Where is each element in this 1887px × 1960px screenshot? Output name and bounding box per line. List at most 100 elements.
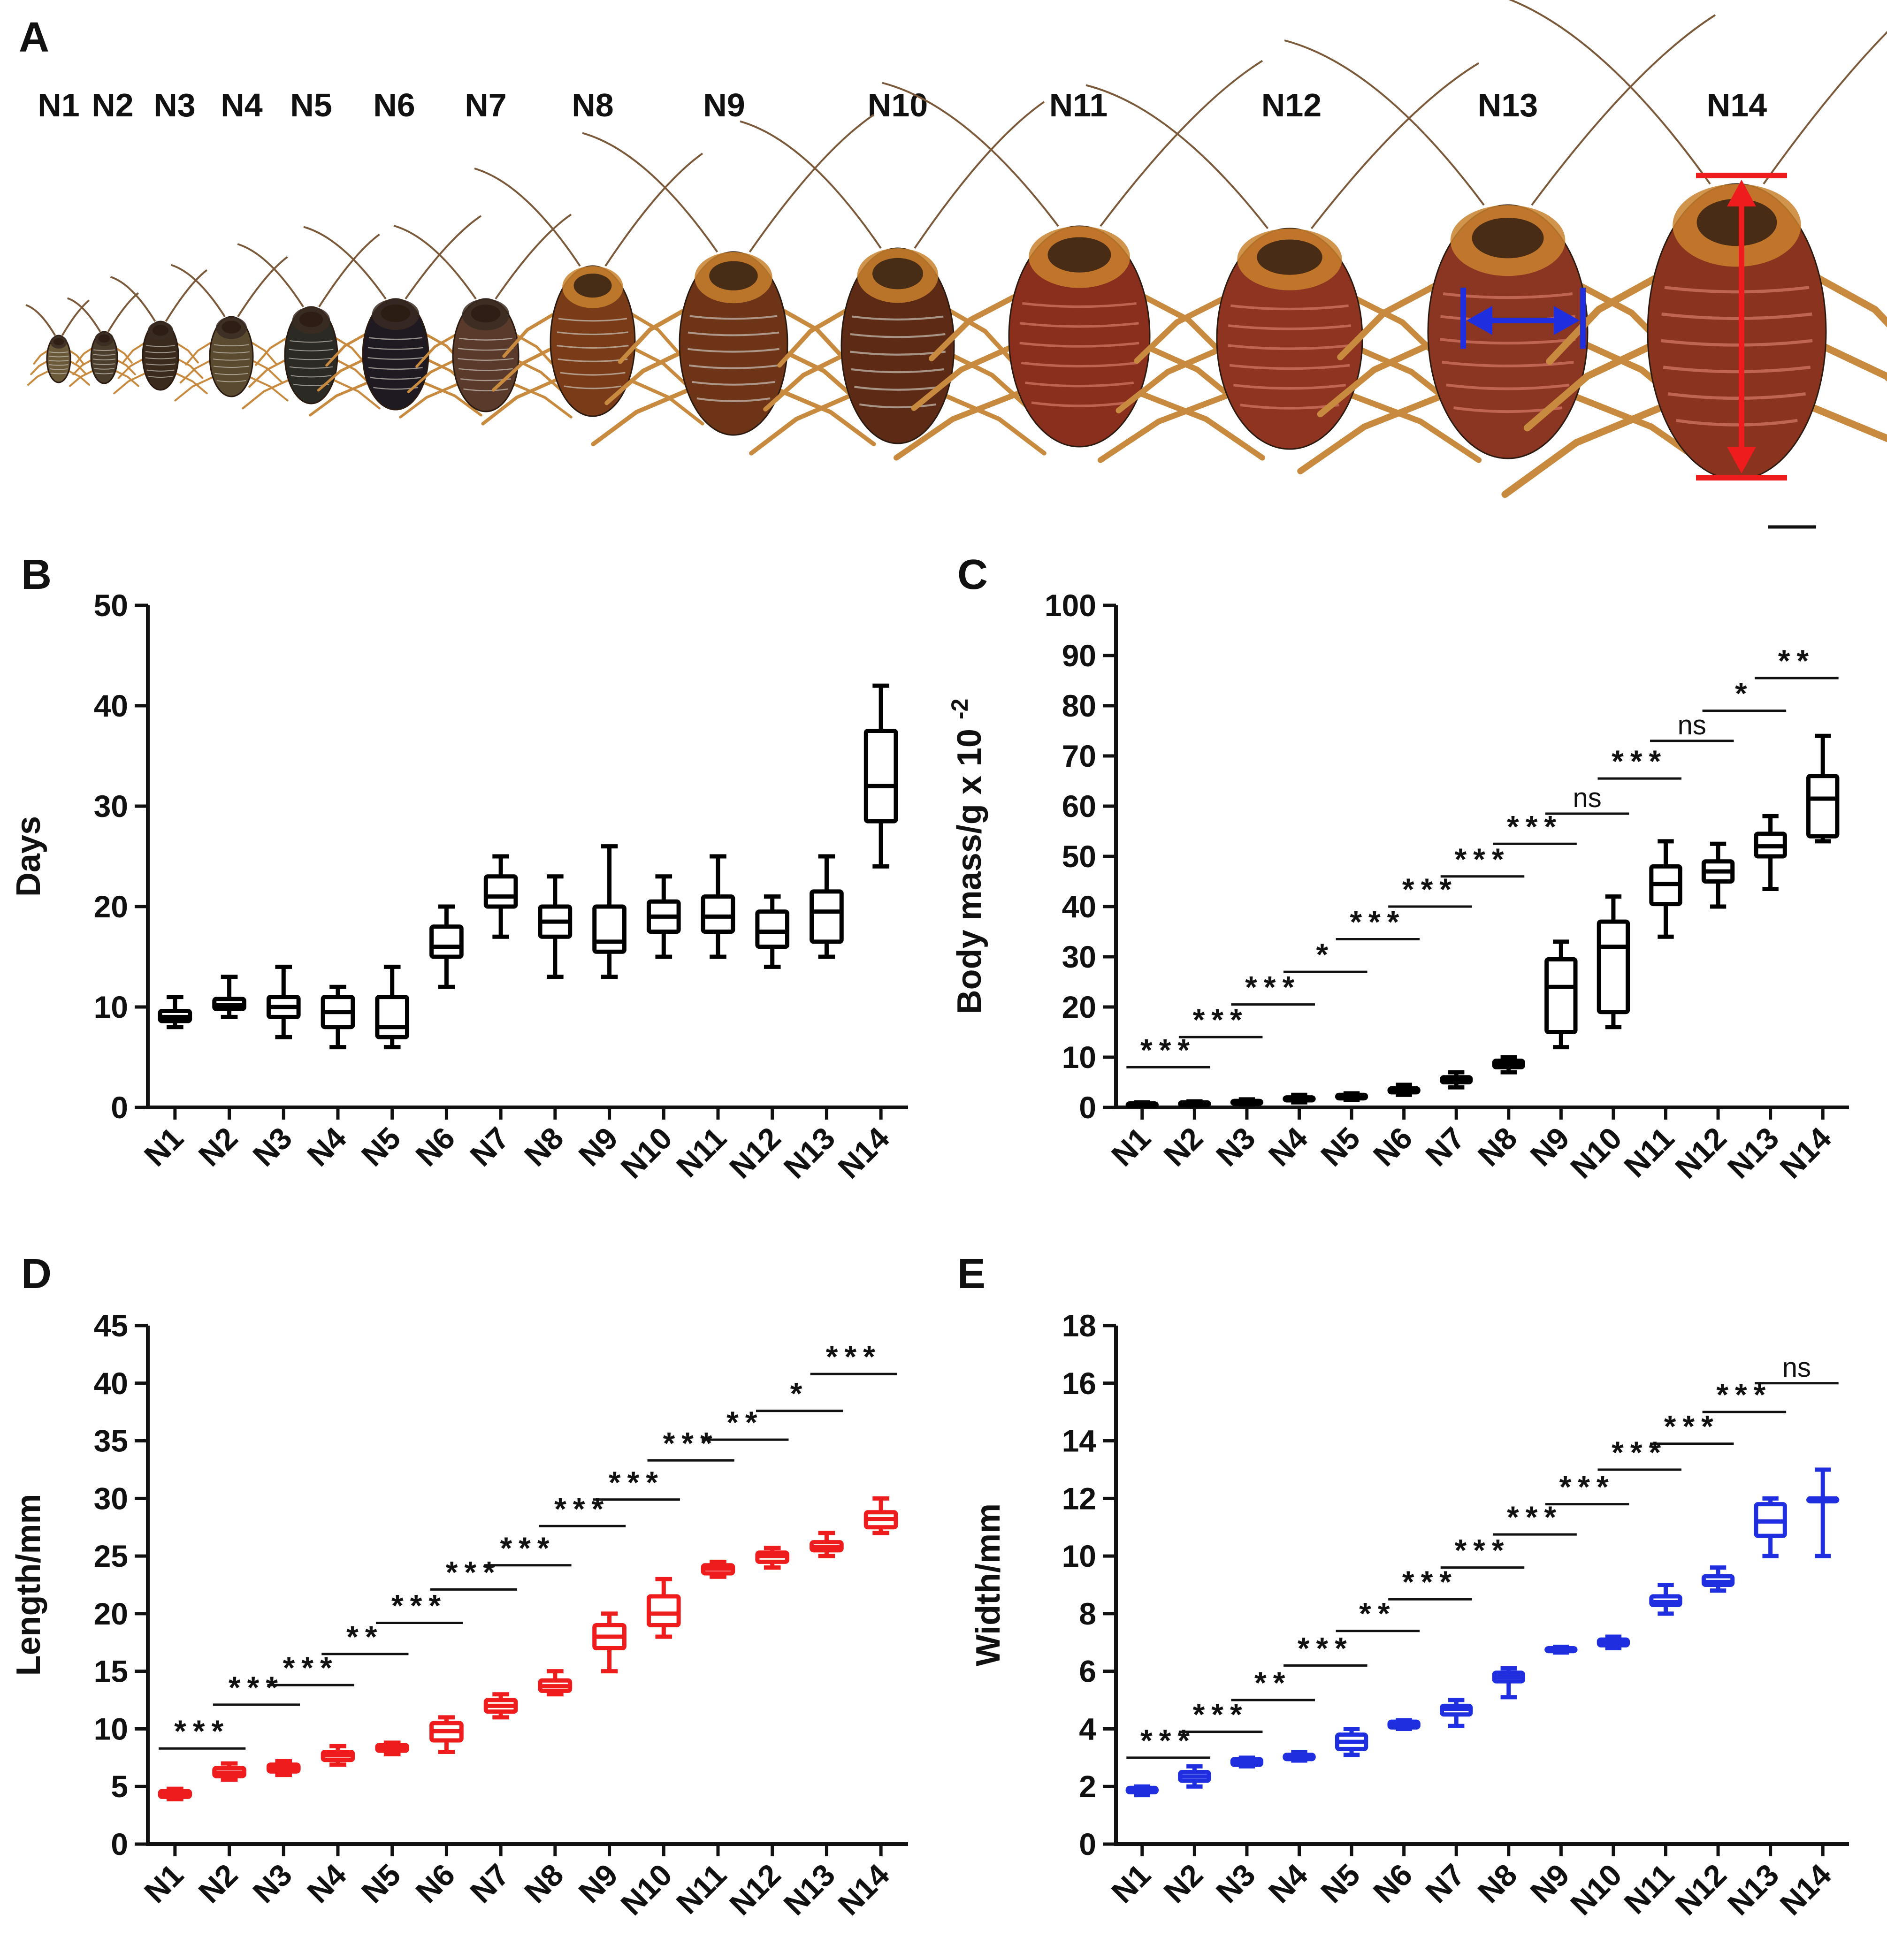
box-e-n12 [1701, 1565, 1735, 1593]
significance-e: *** [1283, 1631, 1368, 1667]
box-iqr [701, 894, 735, 934]
y-tick-label-e: 18 [1062, 1308, 1096, 1343]
box-iqr [810, 889, 844, 944]
box-d-n6 [429, 1715, 464, 1754]
significance-label: ** [1778, 643, 1815, 678]
significance-c: * [1702, 676, 1787, 712]
box-c-n5 [1335, 1091, 1368, 1102]
significance-label: *** [391, 1588, 447, 1623]
significance-label: *** [1350, 905, 1406, 939]
stage-label-n2: N2 [92, 87, 133, 123]
significance-label: *** [1193, 1002, 1249, 1037]
box-e-n3 [1230, 1755, 1264, 1769]
significance-label: *** [1454, 1533, 1510, 1568]
y-tick-label-c: 30 [1062, 939, 1096, 974]
box-iqr [646, 1594, 681, 1627]
box-b-n12 [755, 894, 790, 969]
significance-c: *** [1178, 1002, 1263, 1038]
significance-label: *** [826, 1339, 882, 1374]
box-e-n4 [1283, 1750, 1316, 1763]
box-b-n5 [375, 964, 410, 1050]
y-tick-label-b: 0 [111, 1090, 128, 1125]
box-e-n10 [1597, 1634, 1630, 1651]
y-axis-title-d: Length/mm [10, 1494, 47, 1676]
y-tick-label-c: 0 [1079, 1090, 1096, 1125]
significance-d: *** [159, 1714, 246, 1750]
stage-label-n4: N4 [221, 87, 263, 123]
y-tick-label-d: 30 [94, 1481, 128, 1516]
significance-label: ns [1782, 1352, 1811, 1383]
significance-e: ns [1755, 1352, 1839, 1385]
significance-label: ** [726, 1405, 764, 1440]
significance-label: ** [346, 1619, 383, 1654]
significance-label: *** [283, 1650, 339, 1685]
significance-label: *** [1402, 872, 1458, 907]
significance-c: ns [1650, 710, 1734, 742]
box-iqr [592, 904, 626, 954]
box-c-n9 [1544, 939, 1578, 1050]
y-axis-title-b: Days [10, 816, 47, 897]
y-tick-label-b: 40 [94, 688, 128, 723]
stage-label-n6: N6 [373, 87, 415, 123]
panel-letter-d: D [21, 1251, 52, 1297]
box-e-n5 [1335, 1726, 1368, 1757]
significance-c: *** [1493, 809, 1577, 845]
specimen-n11 [882, 60, 1265, 461]
box-e-n7 [1440, 1698, 1473, 1728]
stage-labels: N1 N2 N3 N4 N5 N6 N7 N8 N9 N10 N11 N12 N13 N14 [38, 87, 1767, 123]
y-tick-label-e: 8 [1079, 1596, 1096, 1631]
box-iqr [863, 729, 898, 824]
y-tick-label-d: 25 [94, 1539, 128, 1573]
specimen-n5 [237, 233, 381, 410]
box-c-n10 [1597, 894, 1630, 1030]
significance-d: *** [430, 1555, 517, 1591]
box-c-n3 [1230, 1097, 1264, 1107]
significance-d: *** [647, 1426, 734, 1462]
significance-label: *** [229, 1670, 284, 1705]
box-d-n11 [701, 1559, 735, 1579]
significance-label: * [1316, 937, 1335, 972]
box-d-n12 [755, 1546, 790, 1570]
significance-label: ** [1359, 1596, 1396, 1631]
specimen-n1 [25, 299, 90, 386]
significance-label: *** [1559, 1470, 1615, 1504]
significance-e: ** [1336, 1596, 1420, 1632]
significance-d: *** [213, 1670, 300, 1706]
stage-label-n1: N1 [38, 87, 79, 123]
y-tick-label-e: 4 [1079, 1711, 1096, 1746]
significance-label: *** [1664, 1409, 1720, 1444]
significance-d: ** [702, 1405, 789, 1441]
significance-label: *** [554, 1491, 610, 1526]
significance-d: *** [376, 1588, 463, 1624]
significance-label: *** [174, 1714, 230, 1748]
box-b-n13 [810, 854, 844, 959]
significance-e: *** [1126, 1723, 1210, 1759]
box-d-n1 [158, 1786, 192, 1801]
stage-label-n11: N11 [1049, 87, 1108, 123]
specimen-n13 [1284, 14, 1719, 474]
box-iqr [375, 995, 410, 1039]
panel-letter-a: A [19, 14, 49, 61]
box-d-n4 [321, 1744, 355, 1767]
y-tick-label-e: 16 [1062, 1366, 1096, 1401]
significance-d: *** [539, 1491, 626, 1527]
box-b-n11 [701, 854, 735, 959]
significance-label: *** [1454, 842, 1510, 877]
specimen-n3 [110, 269, 208, 395]
y-tick-label-c: 40 [1062, 889, 1096, 924]
significance-label: ** [1254, 1665, 1291, 1700]
significance-label: *** [1140, 1723, 1196, 1758]
box-c-n14 [1806, 733, 1840, 844]
box-b-n10 [646, 874, 681, 959]
box-b-n1 [158, 995, 192, 1030]
width-measure-arrow [1460, 288, 1586, 349]
y-tick-label-e: 10 [1062, 1539, 1096, 1573]
significance-e: *** [1597, 1435, 1681, 1471]
significance-label: *** [446, 1555, 502, 1589]
significance-d: ** [321, 1619, 409, 1655]
box-iqr [429, 924, 464, 959]
box-d-n5 [375, 1740, 410, 1756]
stage-label-n3: N3 [153, 87, 195, 123]
stage-label-n9: N9 [703, 87, 745, 123]
y-tick-label-c: 20 [1062, 990, 1096, 1024]
